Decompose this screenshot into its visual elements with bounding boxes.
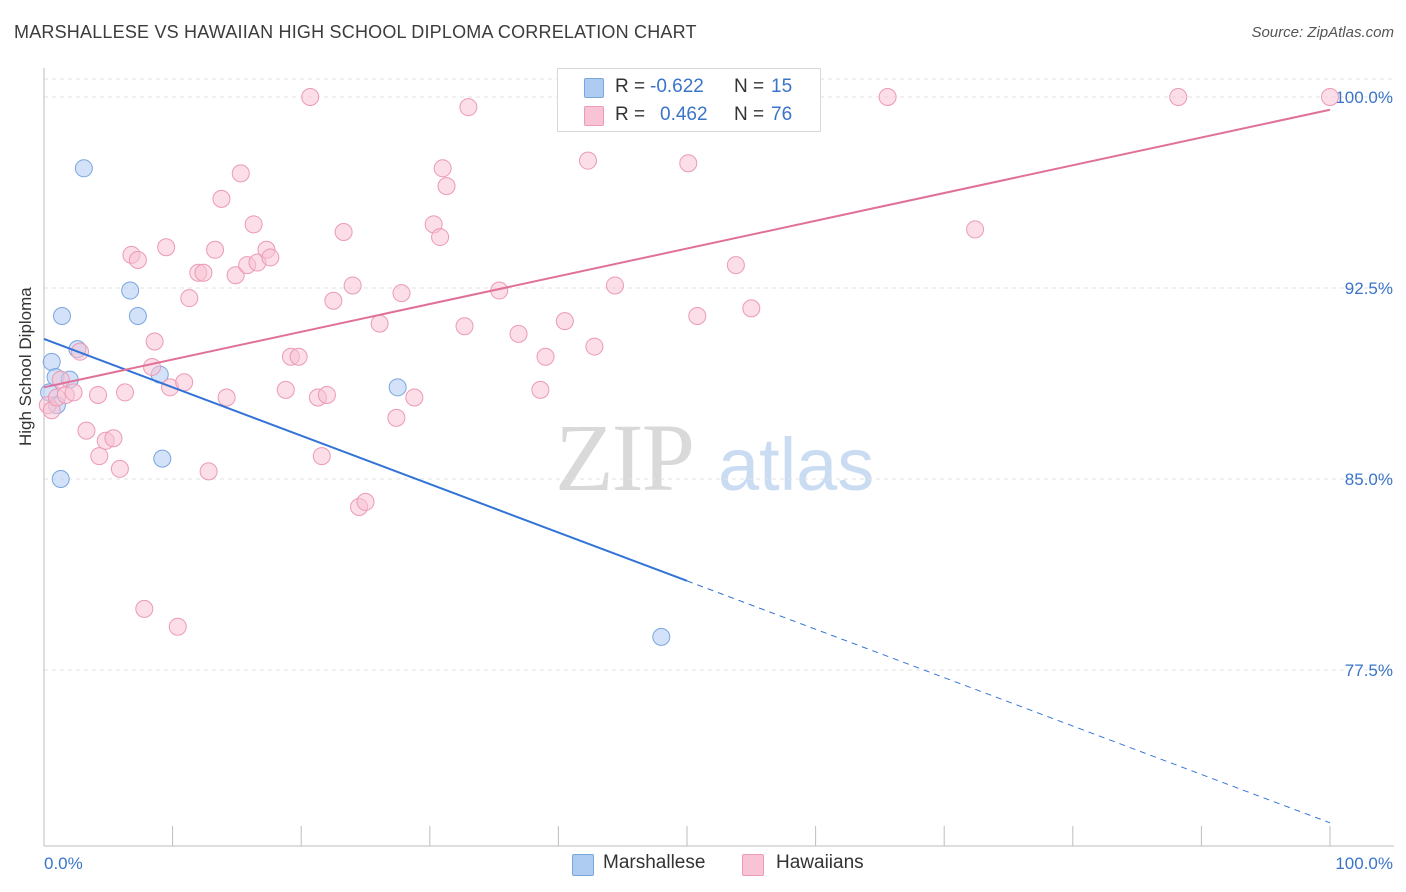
source-credit: Source: ZipAtlas.com	[1251, 24, 1394, 41]
trend-line-extension-marshallese	[686, 580, 1331, 824]
legend-row-marshallese: R = -0.622 N = 15	[558, 74, 820, 102]
trend-line-hawaiians	[43, 108, 1331, 389]
data-point-marshallese	[388, 378, 407, 397]
data-point-hawaiians	[370, 314, 389, 333]
y-tick-label: 100.0%	[1335, 88, 1393, 107]
data-point-hawaiians	[1321, 88, 1339, 106]
data-point-hawaiians	[317, 385, 336, 404]
data-point-hawaiians	[878, 88, 897, 106]
data-point-hawaiians	[143, 357, 162, 376]
legend-swatch-marshallese	[584, 78, 604, 98]
data-point-hawaiians	[392, 284, 411, 303]
data-point-hawaiians	[509, 324, 528, 343]
data-point-hawaiians	[231, 164, 250, 183]
series-legend: Marshallese Hawaiians	[0, 852, 1406, 878]
data-point-hawaiians	[578, 151, 597, 170]
data-point-hawaiians	[226, 266, 245, 285]
legend-n-value: 76	[771, 104, 793, 125]
data-point-hawaiians	[605, 276, 624, 295]
data-point-hawaiians	[157, 238, 176, 257]
data-point-hawaiians	[116, 383, 135, 402]
data-point-hawaiians	[206, 240, 225, 259]
legend-n-label: N =	[734, 104, 765, 125]
x-tick-label: 100.0%	[1335, 854, 1393, 873]
data-point-marshallese	[51, 470, 70, 488]
data-point-hawaiians	[180, 289, 199, 308]
data-point-hawaiians	[64, 383, 83, 402]
data-point-hawaiians	[679, 154, 698, 173]
data-point-hawaiians	[688, 307, 707, 326]
series-legend-swatch-marshallese	[572, 854, 594, 876]
series-legend-label-hawaiians: Hawaiians	[776, 852, 864, 873]
data-point-hawaiians	[555, 312, 574, 331]
y-tick-label: 77.5%	[1345, 661, 1393, 680]
data-point-hawaiians	[966, 220, 985, 239]
x-tick-label: 0.0%	[44, 854, 83, 873]
data-point-marshallese	[128, 307, 147, 326]
correlation-legend: R = -0.622 N = 15 R = 0.462 N = 76	[557, 68, 821, 132]
legend-row-hawaiians: R = 0.462 N = 76	[558, 102, 820, 130]
series-legend-label-marshallese: Marshallese	[603, 852, 706, 873]
data-point-hawaiians	[1169, 88, 1188, 106]
data-point-hawaiians	[135, 599, 154, 618]
data-point-hawaiians	[212, 189, 231, 208]
legend-r-label: R =	[615, 76, 646, 97]
legend-n-value: 15	[771, 76, 793, 97]
series-legend-swatch-hawaiians	[742, 854, 764, 876]
data-point-marshallese	[153, 449, 172, 468]
data-point-hawaiians	[387, 408, 406, 427]
data-point-hawaiians	[175, 373, 194, 392]
data-point-hawaiians	[244, 215, 263, 234]
y-tick-label: 92.5%	[1345, 279, 1393, 298]
data-point-hawaiians	[89, 385, 108, 404]
data-point-hawaiians	[199, 462, 218, 481]
legend-n-label: N =	[734, 76, 765, 97]
data-point-hawaiians	[531, 380, 550, 399]
data-point-hawaiians	[431, 228, 450, 247]
data-point-hawaiians	[217, 388, 236, 407]
legend-r-value: -0.622	[650, 76, 704, 97]
data-point-marshallese	[42, 352, 61, 371]
data-point-hawaiians	[90, 447, 109, 466]
data-point-marshallese	[53, 307, 72, 326]
legend-swatch-hawaiians	[584, 106, 604, 126]
trend-line-marshallese	[43, 337, 688, 582]
data-point-hawaiians	[194, 263, 213, 282]
data-point-hawaiians	[536, 347, 555, 366]
data-point-marshallese	[74, 159, 93, 178]
data-point-hawaiians	[324, 291, 343, 310]
y-tick-label: 85.0%	[1345, 470, 1393, 489]
data-point-hawaiians	[437, 177, 456, 196]
data-point-hawaiians	[104, 429, 123, 448]
data-point-hawaiians	[276, 380, 295, 399]
data-point-hawaiians	[405, 388, 424, 407]
data-point-hawaiians	[110, 459, 129, 478]
data-point-hawaiians	[168, 617, 187, 636]
data-point-hawaiians	[261, 248, 280, 267]
data-point-hawaiians	[128, 250, 147, 269]
data-point-hawaiians	[742, 299, 761, 318]
legend-r-value: 0.462	[660, 104, 708, 125]
data-point-hawaiians	[301, 88, 320, 106]
chart-title: MARSHALLESE VS HAWAIIAN HIGH SCHOOL DIPL…	[14, 22, 697, 42]
data-point-hawaiians	[455, 317, 474, 336]
legend-r-label: R =	[615, 104, 646, 125]
data-point-marshallese	[652, 627, 671, 646]
data-point-hawaiians	[289, 347, 308, 366]
data-point-hawaiians	[334, 222, 353, 241]
data-point-hawaiians	[585, 337, 604, 356]
data-point-hawaiians	[312, 447, 331, 466]
data-point-hawaiians	[145, 332, 164, 351]
data-point-marshallese	[121, 281, 140, 300]
data-point-hawaiians	[459, 98, 478, 117]
watermark-zip: ZIP	[555, 404, 693, 511]
data-point-hawaiians	[77, 421, 96, 440]
watermark-atlas: atlas	[718, 423, 874, 506]
data-point-hawaiians	[433, 159, 452, 178]
data-point-hawaiians	[343, 276, 362, 295]
data-point-hawaiians	[726, 256, 745, 275]
data-point-hawaiians	[356, 492, 375, 511]
